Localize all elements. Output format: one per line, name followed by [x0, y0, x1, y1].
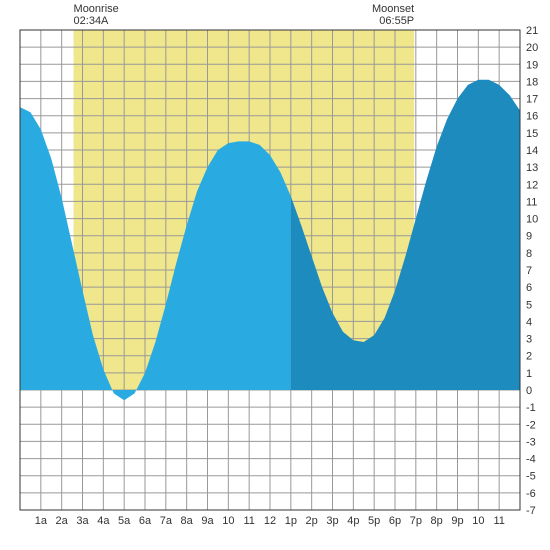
y-tick-label: 0	[526, 385, 532, 397]
y-tick-label: -5	[526, 471, 536, 483]
x-tick-label: 4p	[347, 515, 359, 527]
y-tick-label: 14	[526, 145, 538, 157]
y-tick-label: 21	[526, 25, 538, 37]
x-tick-label: 3a	[76, 515, 89, 527]
x-tick-label: 10	[472, 515, 484, 527]
y-tick-label: 9	[526, 231, 532, 243]
y-tick-label: 12	[526, 179, 538, 191]
y-tick-label: -7	[526, 505, 536, 517]
x-tick-label: 11	[493, 515, 504, 527]
y-tick-label: 17	[526, 94, 538, 106]
y-tick-label: 15	[526, 128, 538, 140]
moonset-time: 06:55P	[379, 15, 414, 27]
y-tick-label: 16	[526, 111, 538, 123]
y-tick-label: -4	[526, 454, 536, 466]
x-tick-label: 9a	[201, 515, 214, 527]
y-tick-label: 3	[526, 334, 532, 346]
y-tick-label: 19	[526, 59, 538, 71]
chart-svg: 1a2a3a4a5a6a7a8a9a1011121p2p3p4p5p6p7p8p…	[0, 0, 550, 550]
tide-chart: 1a2a3a4a5a6a7a8a9a1011121p2p3p4p5p6p7p8p…	[0, 0, 550, 550]
moonrise-time: 02:34A	[74, 15, 110, 27]
moonrise-label: Moonrise	[74, 3, 119, 15]
y-tick-label: -1	[526, 402, 536, 414]
x-tick-label: 1p	[285, 515, 297, 527]
y-tick-label: -3	[526, 436, 536, 448]
y-tick-label: 5	[526, 299, 532, 311]
x-tick-label: 5a	[118, 515, 131, 527]
x-tick-label: 5p	[368, 515, 380, 527]
y-tick-label: 18	[526, 76, 538, 88]
y-tick-label: 1	[526, 368, 532, 380]
x-tick-label: 2a	[56, 515, 69, 527]
x-tick-label: 10	[222, 515, 234, 527]
y-tick-label: 6	[526, 282, 532, 294]
x-tick-label: 8p	[431, 515, 443, 527]
y-tick-label: 20	[526, 42, 538, 54]
x-tick-label: 6a	[139, 515, 152, 527]
x-tick-label: 1a	[35, 515, 48, 527]
x-tick-label: 3p	[326, 515, 338, 527]
x-tick-label: 7p	[410, 515, 422, 527]
x-tick-label: 2p	[306, 515, 318, 527]
moonset-label: Moonset	[372, 3, 414, 15]
x-tick-label: 4a	[97, 515, 110, 527]
x-tick-label: 9p	[451, 515, 463, 527]
y-tick-label: 8	[526, 248, 532, 260]
y-tick-label: 10	[526, 214, 538, 226]
y-tick-label: -2	[526, 419, 536, 431]
y-tick-label: 11	[526, 196, 537, 208]
y-tick-label: 4	[526, 316, 532, 328]
x-tick-label: 6p	[389, 515, 401, 527]
y-tick-label: 7	[526, 265, 532, 277]
x-tick-label: 12	[264, 515, 276, 527]
x-tick-label: 7a	[160, 515, 173, 527]
x-tick-label: 11	[243, 515, 254, 527]
y-tick-label: 13	[526, 162, 538, 174]
y-tick-label: -6	[526, 488, 536, 500]
x-tick-label: 8a	[181, 515, 194, 527]
y-tick-label: 2	[526, 351, 532, 363]
